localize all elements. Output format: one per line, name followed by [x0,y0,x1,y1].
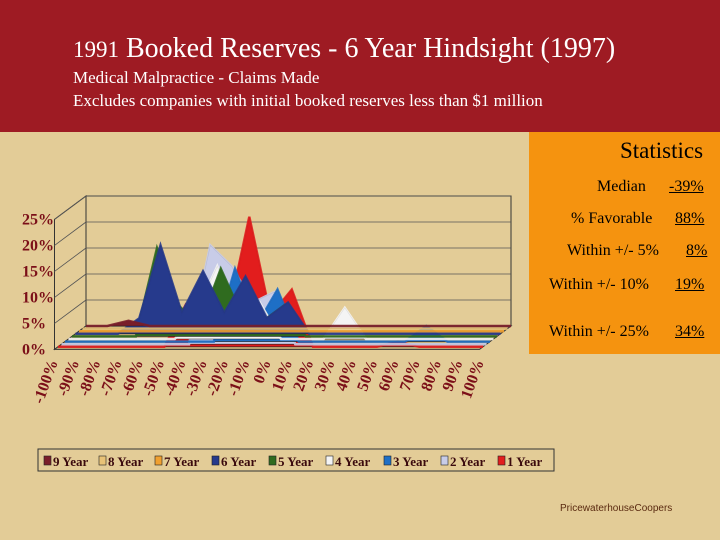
subtitle-line-2: Excludes companies with initial booked r… [73,91,543,110]
gridline-side [54,195,87,220]
chart-side-wall [54,195,87,351]
brand-logo-text: PricewaterhouseCoopers [560,503,673,514]
x-tick-label: -100% [30,358,61,406]
title-year: 1991 [73,37,119,62]
y-tick-label: 25% [22,211,54,228]
y-tick-label: 10% [22,289,54,306]
legend-label: 1 Year [507,454,542,469]
statistics-title: Statistics [620,138,704,163]
legend-swatch [383,455,392,466]
stat-median-value: -39% [669,178,704,195]
series-line-9-year [86,319,511,328]
legend-swatch [325,455,334,466]
legend-label: 4 Year [335,454,370,469]
legend-swatch [497,455,506,466]
y-tick-label: 5% [22,315,46,332]
legend-label: 7 Year [164,454,199,469]
page-title: 1991 Booked Reserves - 6 Year Hindsight … [73,33,615,65]
legend-label: 3 Year [393,454,428,469]
legend-label: 8 Year [108,454,143,469]
stat-within5-value: 8% [686,242,708,259]
stat-within25-value: 34% [675,323,705,340]
stat-within10-value: 19% [675,276,705,293]
gridline-side [54,299,87,324]
stat-favorable-value: 88% [675,210,705,227]
y-tick-label: 20% [22,237,54,254]
legend-box [37,448,555,472]
subtitle-line-1: Medical Malpractice - Claims Made [73,68,320,87]
header-banner: 1991 Booked Reserves - 6 Year Hindsight … [0,0,720,132]
gridline-side [54,273,87,298]
stat-within25-label: Within +/- 25% [549,323,649,340]
series-line-2-year [61,242,487,346]
y-tick-label: 15% [22,263,54,280]
legend-label: 6 Year [221,454,256,469]
series-line-4-year [68,262,494,341]
statistics-panel [529,132,720,354]
legend-label: 2 Year [450,454,485,469]
stat-favorable-label: % Favorable [571,210,653,227]
stat-within10-label: Within +/- 10% [549,276,649,293]
legend-label: 5 Year [278,454,313,469]
legend-swatch [98,455,107,466]
legend-label: 9 Year [53,454,88,469]
series-line-6-year [75,241,501,336]
gridline-side [54,221,87,246]
title-text: Booked Reserves - 6 Year Hindsight (1997… [126,33,616,64]
legend-swatch [440,455,449,466]
legend-swatch [154,455,163,466]
legend-swatch [211,455,220,466]
gridline-side [54,247,87,272]
stat-within5-label: Within +/- 5% [567,242,659,259]
legend-swatch [43,455,52,466]
legend-swatch [268,455,277,466]
y-tick-label: 0% [22,341,46,358]
stat-median-label: Median [597,178,646,195]
